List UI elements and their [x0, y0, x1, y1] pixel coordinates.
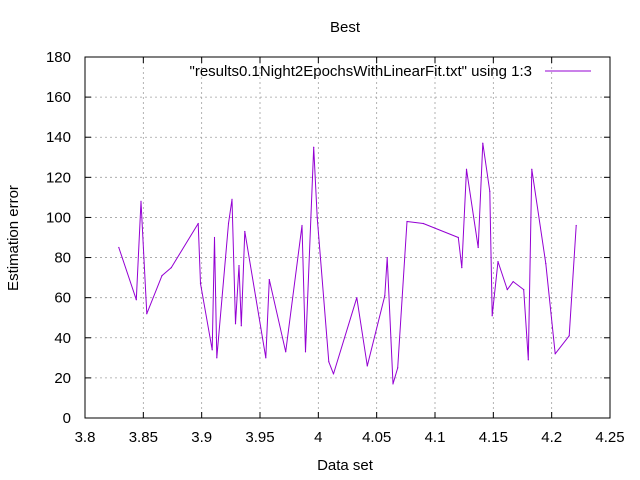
data-point	[238, 265, 240, 267]
data-point	[197, 222, 199, 225]
x-tick-label: 3.9	[191, 429, 212, 446]
data-point	[482, 142, 484, 144]
legend-label: "results0.1Night2EpochsWithLinearFit.txt…	[190, 63, 532, 80]
plot-frame	[84, 56, 611, 419]
data-point	[265, 357, 267, 359]
y-tick-label: 80	[54, 250, 71, 267]
data-point	[527, 359, 529, 361]
data-point	[491, 315, 493, 317]
series-group	[118, 142, 577, 385]
x-tick-label: 4	[314, 429, 322, 446]
data-point	[506, 289, 508, 291]
data-point	[240, 325, 242, 327]
data-point	[234, 323, 237, 325]
data-point	[554, 353, 556, 355]
data-point	[477, 246, 479, 249]
x-axis-title: Data set	[317, 457, 374, 474]
data-point	[366, 365, 368, 367]
data-point	[465, 168, 468, 170]
data-point	[328, 361, 330, 363]
data-point	[146, 313, 148, 315]
data-point	[211, 349, 213, 351]
data-point	[216, 357, 218, 359]
y-axis-title: Estimation error	[5, 185, 22, 291]
ticks	[84, 56, 611, 419]
data-point	[231, 198, 233, 200]
data-point	[545, 263, 547, 265]
grid	[85, 57, 610, 418]
data-point	[244, 230, 246, 233]
data-point	[268, 279, 270, 281]
y-tick-label: 160	[46, 89, 71, 106]
data-point	[531, 168, 533, 170]
y-tick-label: 20	[54, 370, 71, 387]
x-tick-label: 4.25	[595, 429, 624, 446]
tick-labels: 3.8 3.85 3.9 3.95 4 4.05 4.1 4.15 4.2 4.25 0 20 40 60…	[46, 49, 625, 446]
x-tick-label: 4.05	[362, 429, 391, 446]
data-point	[523, 289, 525, 291]
y-tick-label: 180	[46, 49, 71, 66]
data-point	[161, 275, 163, 277]
data-point	[397, 367, 399, 369]
data-point	[313, 146, 315, 148]
data-point	[497, 261, 499, 263]
data-point	[406, 220, 408, 223]
data-point	[301, 224, 303, 227]
data-point	[213, 236, 216, 239]
data-point	[135, 299, 137, 301]
data-point	[384, 295, 386, 297]
data-point	[332, 373, 335, 375]
y-tick-label: 60	[54, 290, 71, 307]
data-point	[285, 351, 287, 353]
x-tick-label: 3.85	[129, 429, 158, 446]
series-line	[118, 142, 577, 385]
x-tick-label: 3.95	[245, 429, 274, 446]
x-tick-label: 3.8	[75, 429, 96, 446]
data-point	[489, 190, 491, 192]
y-tick-label: 40	[54, 330, 71, 347]
data-point	[457, 236, 459, 239]
data-point	[199, 283, 202, 285]
y-tick-label: 0	[63, 410, 71, 427]
x-tick-label: 4.2	[541, 429, 562, 446]
data-point	[392, 383, 394, 385]
data-point	[140, 200, 142, 202]
data-point	[512, 281, 514, 283]
data-point	[422, 222, 424, 225]
data-point	[356, 297, 358, 299]
x-tick-label: 4.1	[425, 429, 446, 446]
chart-title: Best	[330, 19, 361, 36]
data-point	[568, 335, 570, 337]
data-point	[316, 216, 318, 218]
y-tick-label: 120	[46, 169, 71, 186]
y-tick-label: 140	[46, 129, 71, 146]
data-point	[575, 224, 577, 227]
data-point	[461, 267, 463, 269]
data-point	[386, 257, 388, 259]
legend: "results0.1Night2EpochsWithLinearFit.txt…	[190, 63, 591, 80]
data-point	[118, 246, 120, 249]
x-tick-label: 4.15	[479, 429, 508, 446]
data-point	[170, 267, 172, 269]
data-point	[304, 351, 307, 353]
data-point	[227, 222, 230, 225]
y-tick-label: 100	[46, 209, 71, 226]
